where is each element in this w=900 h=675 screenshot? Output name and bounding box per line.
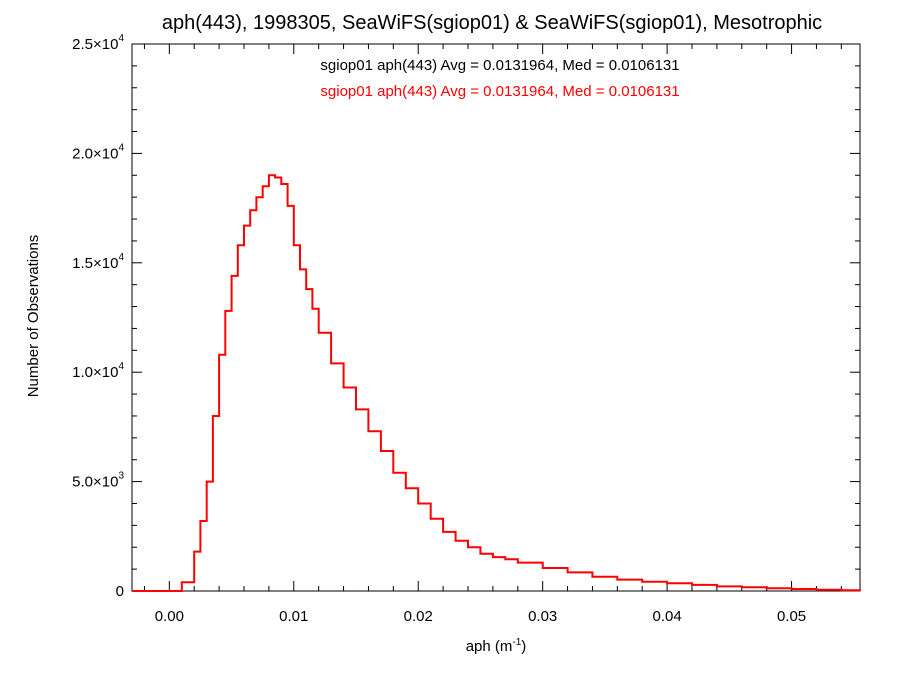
- plot-frame: [131, 43, 861, 592]
- y-tick-label-exponent: 4: [118, 252, 124, 263]
- x-axis-label: aph (m-1): [466, 637, 527, 655]
- x-axis-label-sup: -1: [512, 637, 521, 648]
- y-axis-label: Number of Observations: [25, 235, 42, 398]
- chart-title: aph(443), 1998305, SeaWiFS(sgiop01) & Se…: [162, 12, 822, 34]
- y-tick-label-exponent: 4: [118, 142, 124, 153]
- y-tick-label-base: 2.5×10: [72, 36, 118, 53]
- x-tick-label: 0.05: [777, 608, 806, 625]
- x-tick-label: 0.04: [653, 608, 682, 625]
- y-tick-label-exponent: 4: [118, 361, 124, 372]
- y-tick-label-base: 0: [116, 583, 124, 600]
- annotation-black: sgiop01 aph(443) Avg = 0.0131964, Med = …: [320, 57, 679, 74]
- x-tick-labels: 0.00 0.01 0.02 0.03 0.04 0.05: [155, 608, 806, 625]
- y-tick-label: 0: [116, 583, 124, 600]
- y-tick-label: 2.5×104: [72, 33, 124, 53]
- x-tick-label: 0.02: [404, 608, 433, 625]
- x-tick-label: 0.03: [528, 608, 557, 625]
- y-tick-label-base: 5.0×10: [72, 474, 118, 491]
- y-tick-label-base: 1.0×10: [72, 364, 118, 381]
- y-tick-label: 2.0×104: [72, 142, 124, 162]
- axis-ticks: [132, 43, 860, 592]
- x-axis-label-text: aph (m: [466, 638, 513, 655]
- y-tick-label-exponent: 4: [118, 33, 124, 44]
- series-line: [132, 174, 861, 592]
- y-tick-label: 1.5×104: [72, 252, 124, 272]
- annotation-red: sgiop01 aph(443) Avg = 0.0131964, Med = …: [320, 83, 679, 100]
- x-tick-label: 0.01: [279, 608, 308, 625]
- x-tick-label: 0.00: [155, 608, 184, 625]
- y-tick-label: 1.0×104: [72, 361, 124, 381]
- y-tick-label-base: 2.0×10: [72, 145, 118, 162]
- y-tick-label-base: 1.5×10: [72, 255, 118, 272]
- x-axis-label-end: ): [521, 638, 526, 655]
- y-tick-label: 5.0×103: [72, 471, 124, 491]
- y-tick-label-exponent: 3: [118, 471, 124, 482]
